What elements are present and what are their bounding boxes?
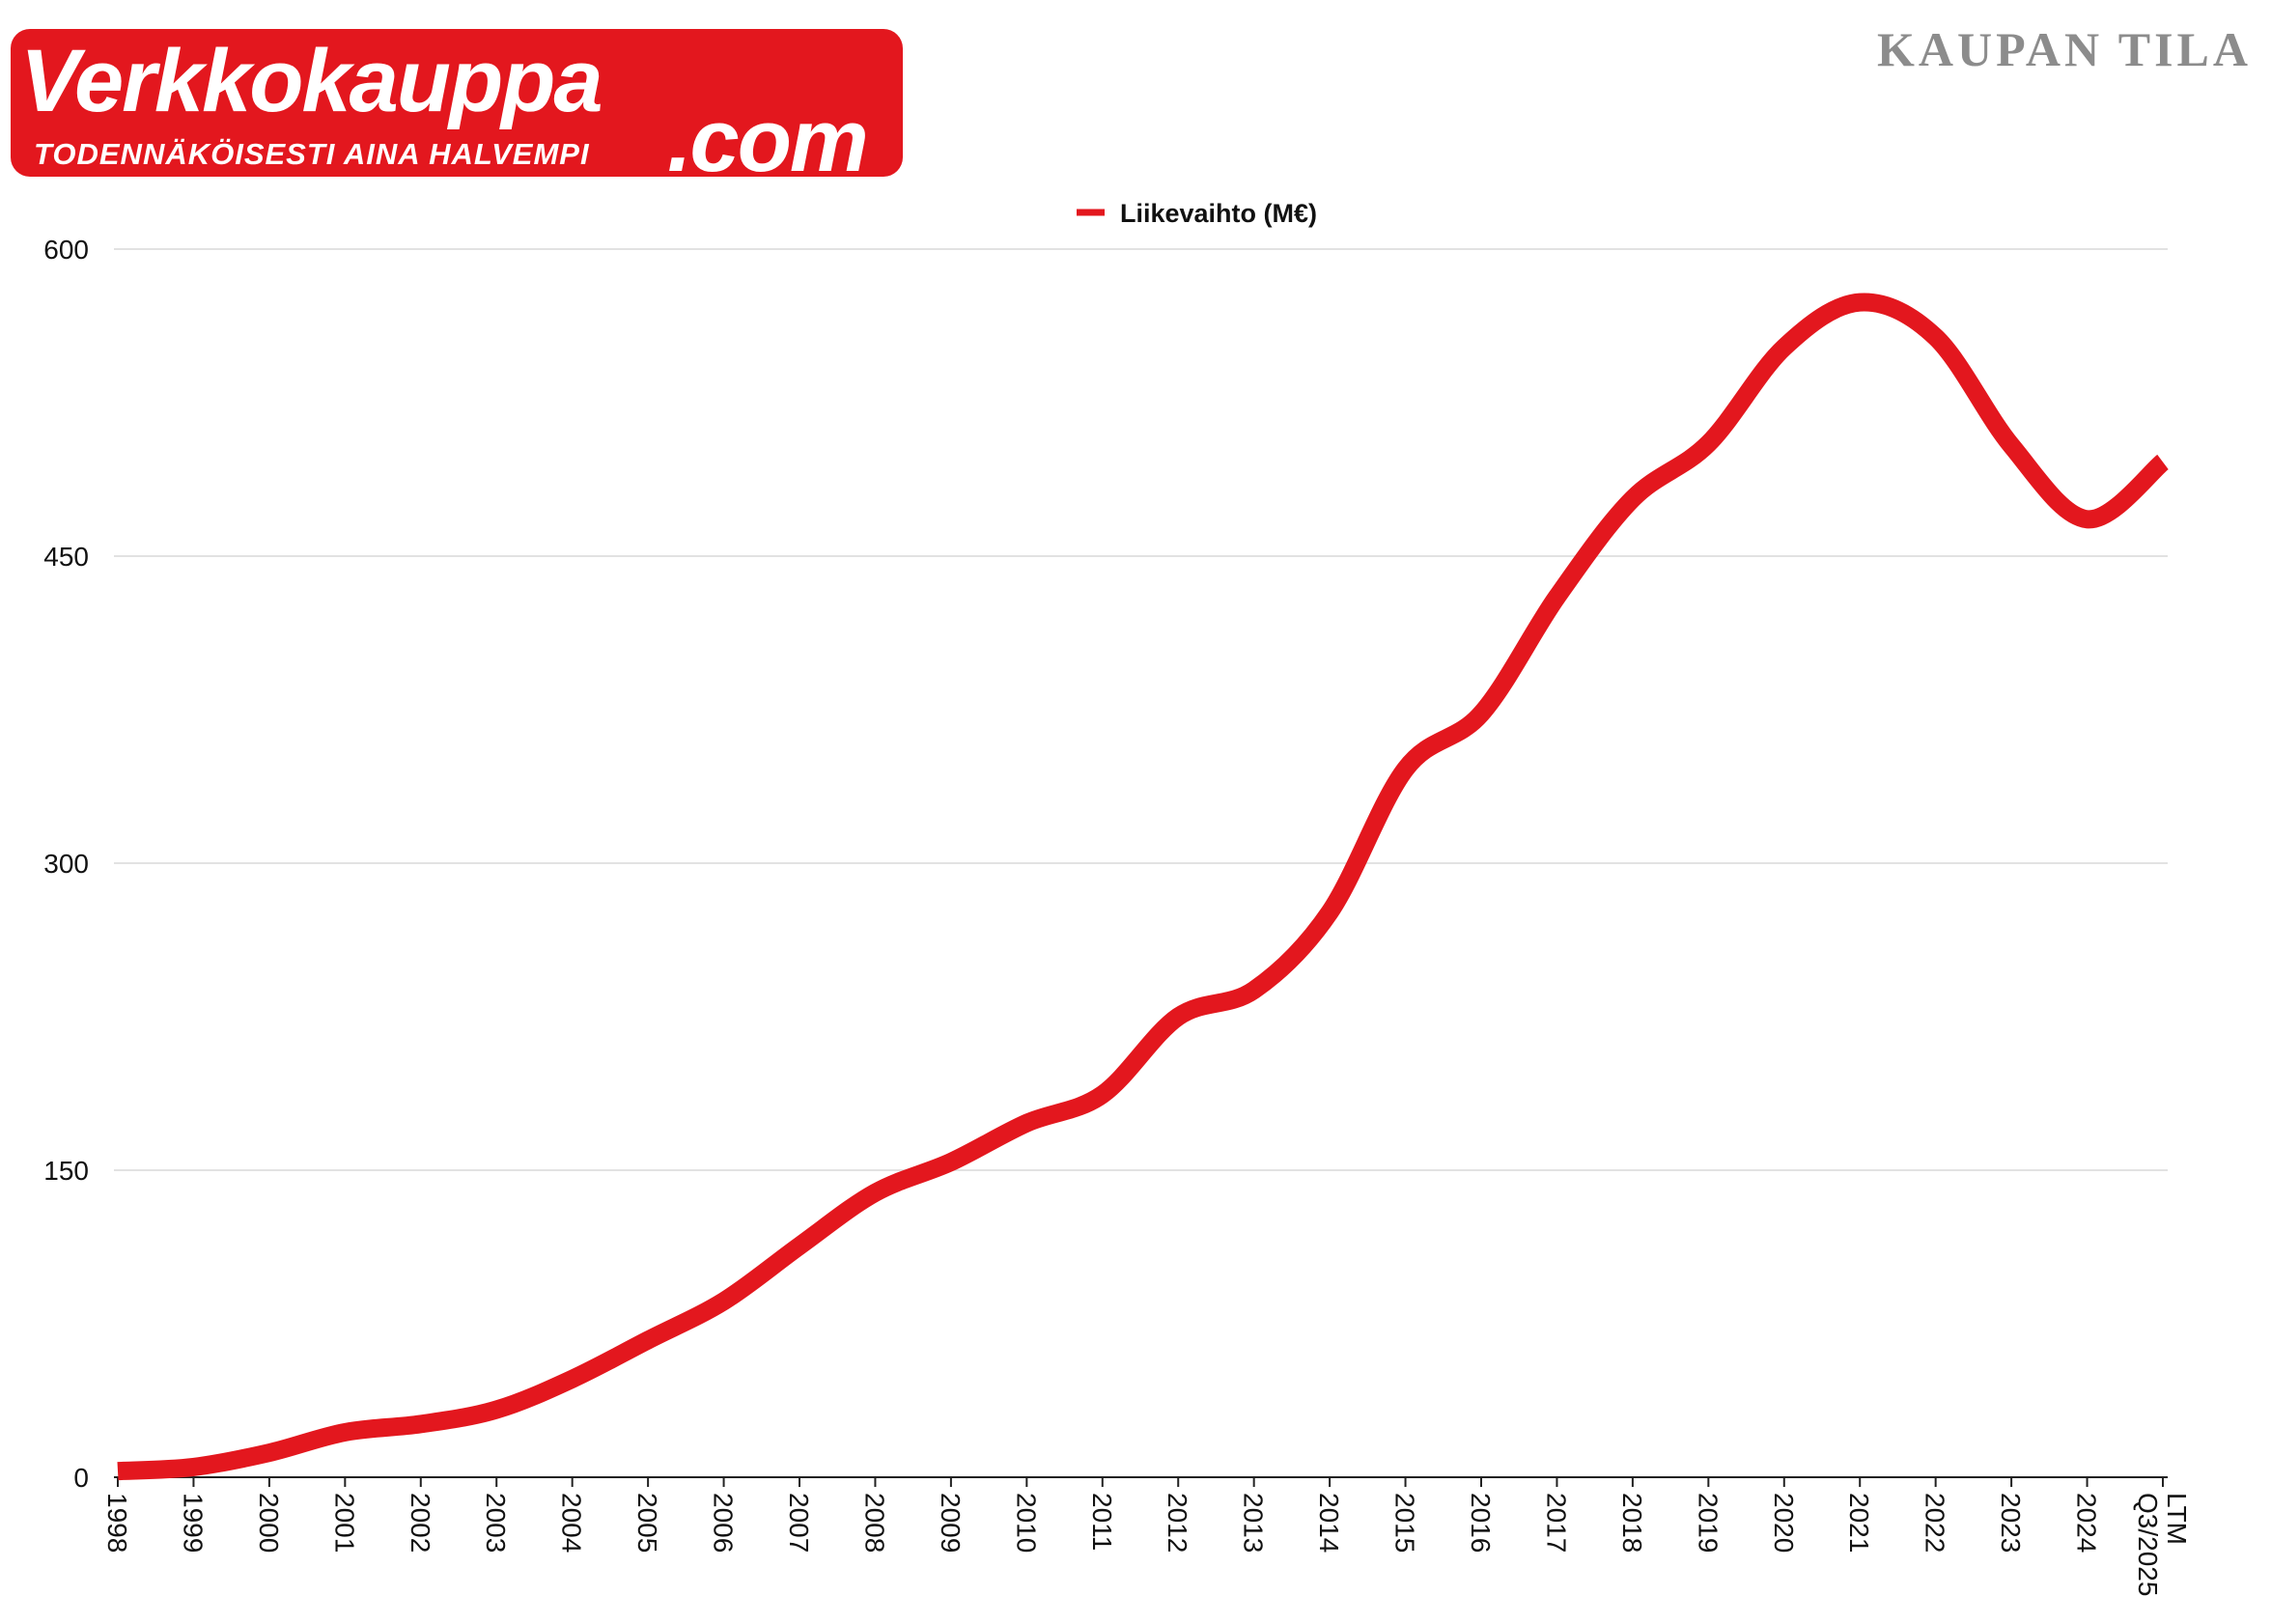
x-tick-label-text: 1999 (178, 1493, 208, 1553)
grid (114, 248, 2168, 1171)
y-tick-label: 600 (43, 235, 89, 265)
x-tick-label: 2009 (936, 1493, 966, 1553)
x-tick-label-text: 2013 (1239, 1493, 1269, 1553)
x-tick-label-text: 2007 (784, 1493, 814, 1553)
x-tick-label: 2020 (1769, 1493, 1799, 1553)
y-tick-label: 450 (43, 542, 89, 572)
x-tick-label-text: 2022 (1921, 1493, 1950, 1553)
x-tick-label-text: 2024 (2072, 1493, 2102, 1553)
x-tick-label: 2005 (632, 1493, 662, 1553)
data-point (1253, 990, 1254, 991)
legend-label: Liikevaihto (M€) (1120, 199, 1317, 228)
x-tick-label-text: 2018 (1617, 1493, 1647, 1553)
data-point (1632, 498, 1633, 499)
data-point (193, 1467, 194, 1468)
x-tick-label-text: 2006 (709, 1493, 739, 1553)
x-tick-label-text: 2010 (1011, 1493, 1041, 1553)
x-tick-label: 2017 (1541, 1493, 1571, 1553)
x-tick-label: 2001 (329, 1493, 359, 1553)
y-tick-label: 150 (43, 1156, 89, 1186)
x-tick-label-text: 2023 (1996, 1493, 2026, 1553)
x-tick-label: 2006 (709, 1493, 739, 1553)
data-point (2011, 445, 2012, 446)
x-tick-label-text: 2014 (1314, 1493, 1344, 1553)
x-tick-label: 2012 (1163, 1493, 1192, 1553)
x-tick-label-text: LTM (2162, 1493, 2192, 1545)
axes: 0 150 300 450 600 1998 1999 2000 2001 2002 2003 200… (43, 235, 2192, 1596)
logo-com-text: .com (667, 92, 869, 190)
x-tick-label-text: 2020 (1769, 1493, 1799, 1553)
x-tick-label: 2014 (1314, 1493, 1344, 1553)
logo-tagline: TODENNÄKÖISESTI AINA HALVEMPI (34, 137, 590, 171)
x-tick-label: 2013 (1239, 1493, 1269, 1553)
data-point (723, 1301, 724, 1302)
x-tick-label-text: 2003 (481, 1493, 511, 1553)
x-tick-label-text: Q3/2025 (2133, 1493, 2163, 1596)
x-tick-label: 2000 (254, 1493, 284, 1553)
x-tick-label: 2011 (1087, 1493, 1117, 1551)
data-point (1783, 347, 1784, 348)
data-point (345, 1432, 346, 1433)
data-point (875, 1192, 876, 1193)
x-tick-label-text: 2008 (859, 1493, 889, 1553)
data-point (1556, 597, 1557, 598)
x-tick-label-text: 2021 (1844, 1493, 1874, 1553)
x-tick-label-text: 2005 (632, 1493, 662, 1553)
x-tick-label: 2016 (1466, 1493, 1496, 1553)
data-point (2087, 518, 2088, 519)
data-point (420, 1423, 421, 1424)
data-point (1026, 1123, 1027, 1124)
series (117, 293, 2170, 1481)
logo: Verkkokauppa TODENNÄKÖISESTI AINA HALVEM… (11, 29, 903, 185)
data-point (1405, 769, 1406, 770)
legend: Liikevaihto (M€) (1077, 199, 1317, 228)
x-tick-label-text: 2009 (936, 1493, 966, 1553)
x-tick-label: 1999 (178, 1493, 208, 1553)
x-tick-label: 2002 (406, 1493, 435, 1553)
data-point (1708, 443, 1709, 444)
x-tick-label: 2019 (1693, 1493, 1723, 1553)
x-tick-label: 2008 (859, 1493, 889, 1553)
x-tick-label-text: 2012 (1163, 1493, 1192, 1553)
data-point (1102, 1094, 1103, 1095)
x-tick-label-text: 2017 (1541, 1493, 1571, 1553)
x-tick-label-text: 2004 (557, 1493, 587, 1553)
x-tick-label: 2007 (784, 1493, 814, 1553)
data-point (648, 1339, 649, 1340)
data-point (1935, 337, 1936, 338)
y-tick-label: 0 (73, 1463, 89, 1493)
x-tick-label: 2024 (2072, 1493, 2102, 1553)
x-tick-label: 2021 (1844, 1493, 1874, 1553)
data-point (1178, 1017, 1179, 1018)
x-tick-label-text: 1998 (102, 1493, 132, 1553)
logo-main-text: Verkkokauppa (20, 32, 603, 130)
x-tick-label-text: 2002 (406, 1493, 435, 1553)
x-tick-label-text: 2011 (1087, 1493, 1117, 1551)
data-point (496, 1410, 497, 1411)
x-tick-label: 2022 (1921, 1493, 1950, 1553)
series-line (117, 293, 2170, 1481)
y-tick-label: 300 (43, 849, 89, 879)
data-point (1860, 302, 1861, 303)
data-point (1330, 911, 1331, 912)
x-tick-label: 2010 (1011, 1493, 1041, 1553)
x-tick-label-text: 2019 (1693, 1493, 1723, 1553)
x-tick-label: 2018 (1617, 1493, 1647, 1553)
data-point (118, 1470, 119, 1471)
brand-title: KAUPAN TILA (1876, 22, 2252, 76)
x-tick-label-text: 2015 (1390, 1493, 1420, 1553)
data-point (572, 1379, 573, 1380)
x-tick-label: 1998 (102, 1493, 132, 1553)
x-tick-label-text: 2001 (329, 1493, 359, 1553)
x-tick-label-text: 2000 (254, 1493, 284, 1553)
data-point (268, 1452, 269, 1453)
x-tick-label: 2004 (557, 1493, 587, 1553)
x-tick-label: 2003 (481, 1493, 511, 1553)
x-tick-label: 2023 (1996, 1493, 2026, 1553)
x-tick-label: 2015 (1390, 1493, 1420, 1553)
x-tick-label-text: 2016 (1466, 1493, 1496, 1553)
